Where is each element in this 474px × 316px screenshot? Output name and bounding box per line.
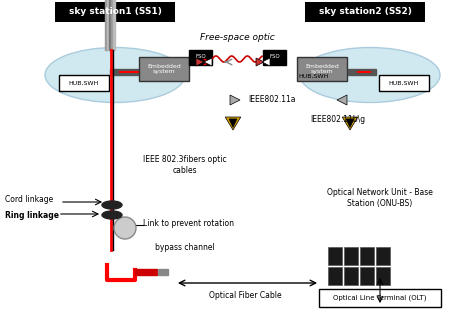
Text: Cord linkage: Cord linkage	[5, 196, 53, 204]
Ellipse shape	[45, 47, 185, 102]
Text: FSO: FSO	[196, 54, 206, 59]
Text: HUB,SWH: HUB,SWH	[69, 81, 99, 86]
Text: HUB,SWH: HUB,SWH	[298, 74, 328, 78]
Text: IEEE 802.3fibers optic
cables: IEEE 802.3fibers optic cables	[143, 155, 227, 175]
Text: IEEE802.11a: IEEE802.11a	[248, 95, 295, 105]
Polygon shape	[337, 95, 347, 105]
Text: sky station2 (SS2): sky station2 (SS2)	[319, 8, 411, 16]
Text: Embedded
system: Embedded system	[147, 64, 181, 74]
Bar	[348, 69, 376, 75]
Bar	[376, 267, 390, 285]
Text: Optical Fiber Cable: Optical Fiber Cable	[209, 291, 281, 301]
Text: FSO: FSO	[270, 54, 281, 59]
Bar	[158, 269, 168, 275]
Polygon shape	[230, 95, 240, 105]
FancyBboxPatch shape	[59, 75, 109, 91]
Bar	[376, 247, 390, 265]
Bar	[360, 267, 374, 285]
Text: sky station1 (SS1): sky station1 (SS1)	[69, 8, 162, 16]
Ellipse shape	[102, 211, 122, 219]
Bar	[110, 69, 138, 75]
Text: IEEE802.11b\g: IEEE802.11b\g	[310, 116, 365, 125]
Bar	[344, 247, 358, 265]
Ellipse shape	[114, 217, 136, 239]
Ellipse shape	[102, 201, 122, 209]
Bar	[328, 267, 342, 285]
Polygon shape	[342, 117, 358, 130]
Bar	[135, 269, 157, 275]
FancyBboxPatch shape	[319, 289, 441, 307]
Text: Link to prevent rotation: Link to prevent rotation	[143, 218, 234, 228]
Bar	[360, 247, 374, 265]
FancyBboxPatch shape	[264, 50, 286, 64]
FancyBboxPatch shape	[305, 2, 425, 22]
Text: Ring linkage: Ring linkage	[5, 210, 59, 220]
Bar	[344, 267, 358, 285]
Bar	[111, 0, 113, 50]
Polygon shape	[204, 58, 212, 66]
Bar	[328, 247, 342, 265]
FancyBboxPatch shape	[190, 50, 212, 64]
Polygon shape	[346, 119, 354, 127]
Bar	[113, 0, 115, 50]
Polygon shape	[256, 58, 264, 66]
FancyBboxPatch shape	[379, 75, 429, 91]
Polygon shape	[225, 117, 241, 130]
FancyBboxPatch shape	[139, 57, 189, 81]
Text: Embedded
system: Embedded system	[305, 64, 339, 74]
Bar	[107, 0, 109, 50]
Polygon shape	[262, 58, 270, 66]
FancyBboxPatch shape	[55, 2, 175, 22]
Bar	[109, 0, 111, 50]
Bar	[105, 0, 107, 50]
Text: Free-space optic: Free-space optic	[200, 33, 274, 42]
Polygon shape	[196, 58, 204, 66]
Ellipse shape	[300, 47, 440, 102]
Text: HUB,SWH: HUB,SWH	[389, 81, 419, 86]
FancyBboxPatch shape	[297, 57, 347, 81]
Text: Optical Line Terminal (OLT): Optical Line Terminal (OLT)	[333, 295, 427, 301]
Text: Optical Network Unit - Base
Station (ONU-BS): Optical Network Unit - Base Station (ONU…	[327, 188, 433, 208]
Polygon shape	[229, 119, 237, 127]
Text: bypass channel: bypass channel	[155, 244, 215, 252]
